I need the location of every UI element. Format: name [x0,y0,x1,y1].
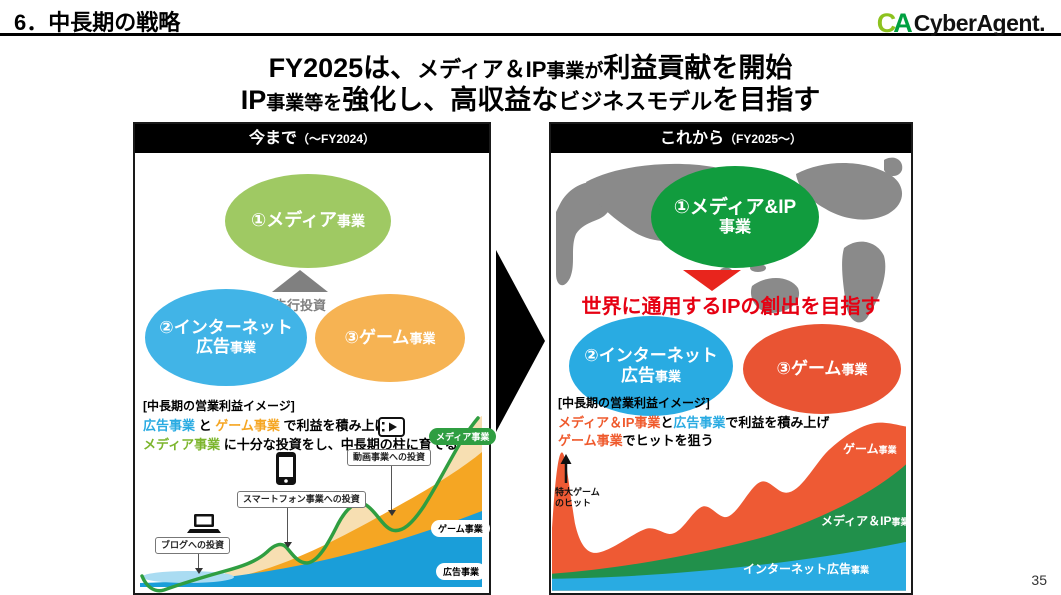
callout-smartphone-arrow [284,542,292,548]
callout-video-leader [391,466,392,510]
panel-from-fy2025: これから（FY2025～） ①メディア&IP 事業 世界に通用するIPの創出を目… [549,122,913,595]
slide-title-line2: IP事業等を強化し、高収益なビジネスモデルを目指す [240,85,821,116]
panel-until-fy2024: 今まで（～FY2024） ①メディア事業 先行投資 ②インターネット 広告事業 … [133,122,497,595]
slide-title: FY2025は、メディア＆IP事業が利益貢献を開始 IP事業等を強化し、高収益な… [0,52,1061,117]
bubble-game-business: ③ゲーム事業 [315,294,465,382]
cyberagent-logo: CA CyberAgent. [876,8,1046,39]
right-chart-caption: [中長期の営業利益イメージ] [558,396,710,410]
global-ip-message: 世界に通用するIPの創出を目指す [581,296,881,318]
pill-media-business: メディア事業 [429,428,497,445]
label-game-area: ゲーム事業 [843,442,897,456]
page-title: 6．中長期の戦略 [14,10,181,35]
bubble-media-ip-business: ①メディア&IP 事業 [651,166,819,268]
callout-smartphone-investment: スマートフォン事業への投資 [237,491,366,508]
bubble-media-business: ①メディア事業 [225,174,391,268]
page-number: 35 [1031,572,1047,588]
slide-title-line1: FY2025は、メディア＆IP事業が利益貢献を開始 [268,53,793,83]
cyberagent-logo-text: CyberAgent. [913,10,1046,36]
cyberagent-logo-icon: CA [876,8,913,38]
left-strategy-line1: 広告事業 と ゲーム事業 で利益を積み上げ、 [143,418,400,433]
label-internet-ad-area: インターネット広告事業 [743,562,870,576]
transition-arrow-right-icon [496,250,545,432]
ad-area [140,511,482,587]
smartphone-icon [276,452,296,485]
callout-blog-leader [198,554,199,568]
video-play-icon [378,417,405,437]
callout-blog-arrow [195,568,203,574]
left-profit-chart [140,416,482,593]
callout-smartphone-leader [287,508,288,542]
pill-ad-business: 広告事業 [436,563,487,580]
ip-focus-triangle [683,270,741,291]
laptop-icon [187,514,221,533]
left-chart-caption: [中長期の営業利益イメージ] [143,399,295,413]
ad-area-right [552,541,906,591]
left-strategy-line2: メディア事業 に十分な投資をし、中長期の柱に育てる [143,437,458,452]
bubble-game-business-right: ③ゲーム事業 [743,324,901,414]
arrow-up-icon [560,454,572,483]
bubble-internet-ad-business: ②インターネット 広告事業 [145,289,307,386]
right-strategy-line1: メディア＆IP事業と広告事業で利益を積み上げ [558,415,830,430]
callout-video-investment: 動画事業への投資 [347,449,432,466]
callout-blog-investment: ブログへの投資 [155,537,231,554]
panel-from-fy2025-header: これから（FY2025～） [551,124,911,153]
label-media-ip-area: メディア＆IP事業 [821,514,910,528]
panel-until-fy2024-header: 今まで（～FY2024） [135,124,489,153]
header-divider [0,33,1061,36]
pill-game-business: ゲーム事業 [431,520,490,537]
mega-hit-note: 特大ゲーム のヒット [555,487,600,509]
bubble-internet-ad-business-right: ②インターネット 広告事業 [569,316,733,416]
media-growth-line [140,416,480,593]
right-strategy-line2: ゲーム事業でヒットを狙う [558,433,714,448]
prior-investment-triangle [272,270,328,292]
right-profit-chart [552,422,906,591]
callout-video-arrow [388,510,396,516]
